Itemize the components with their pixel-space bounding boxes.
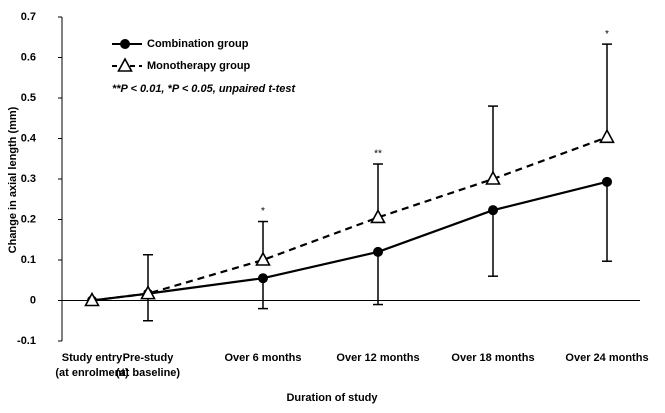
legend-item: Combination group	[112, 38, 249, 50]
error-bar	[488, 210, 498, 277]
error-bar	[258, 278, 268, 310]
series-line	[91, 180, 608, 302]
marker	[255, 251, 271, 266]
marker	[370, 208, 386, 224]
y-tick-label: -0.1	[17, 335, 36, 347]
y-tick-label: 0.6	[21, 51, 36, 63]
marker	[84, 291, 100, 307]
marker	[140, 284, 156, 300]
y-axis-label: Change in axial length (mm)	[7, 106, 19, 253]
legend-label: Monotherapy group	[147, 60, 251, 72]
y-tick-label: 0.2	[21, 213, 36, 225]
significance-label: *	[261, 206, 265, 217]
error-bar	[602, 181, 612, 262]
marker	[258, 273, 268, 284]
marker	[602, 176, 612, 187]
error-bar	[373, 163, 383, 218]
significance-label: *	[605, 29, 609, 40]
y-tick-label: 0.4	[21, 132, 37, 144]
x-tick-label: Over 12 months	[336, 352, 419, 364]
legend-item: Monotherapy group	[112, 57, 251, 72]
legend-marker	[120, 39, 130, 49]
marker	[485, 170, 501, 185]
error-bar	[373, 251, 383, 306]
note: **P < 0.01, *P < 0.05, unpaired t-test	[112, 83, 297, 95]
x-tick-label: Over 24 months	[565, 352, 648, 364]
x-tick-label: Pre-study (at baseline)	[116, 352, 181, 379]
significance-label: **	[374, 149, 382, 160]
x-tick-label: Over 6 months	[224, 352, 301, 364]
series-line	[91, 136, 608, 302]
marker	[488, 205, 498, 216]
y-tick-label: 0	[30, 294, 36, 306]
y-tick-label: 0.1	[21, 254, 36, 266]
error-bar	[602, 43, 612, 138]
marker	[373, 246, 383, 257]
error-bar	[488, 105, 498, 179]
x-axis-label: Duration of study	[286, 392, 378, 404]
legend-marker	[117, 57, 133, 72]
x-tick-label: Over 18 months	[451, 352, 534, 364]
x-tick-label: Study entry (at enrolment)	[55, 352, 129, 379]
y-tick-label: 0.7	[21, 11, 36, 23]
y-tick-label: 0.5	[21, 92, 36, 104]
marker	[599, 128, 615, 144]
y-tick-label: 0.3	[21, 173, 36, 185]
legend-label: Combination group	[147, 38, 249, 50]
